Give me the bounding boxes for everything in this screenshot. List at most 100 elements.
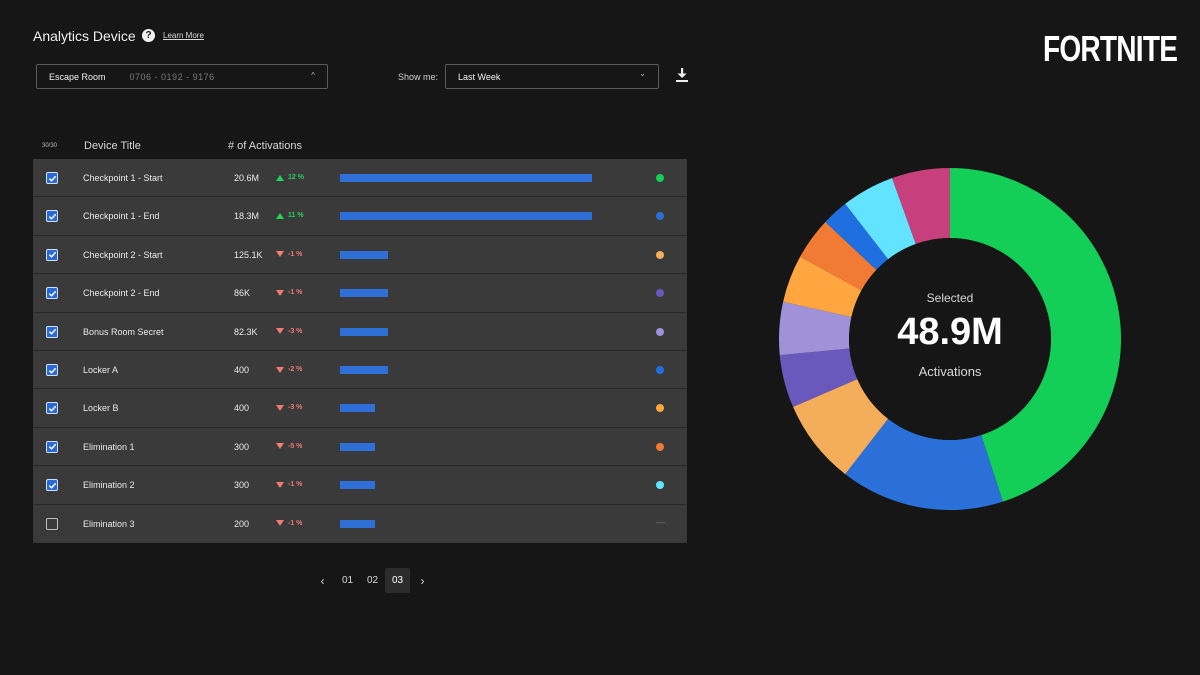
trend-indicator: 12 %: [276, 174, 304, 181]
row-checkbox[interactable]: [46, 172, 58, 184]
trend-down-icon: [276, 289, 284, 296]
check-icon: [48, 328, 56, 335]
check-icon: [48, 290, 56, 297]
table-row[interactable]: Checkpoint 2 - Start 125.1K -1 %: [33, 236, 687, 275]
activation-count: 400: [234, 365, 250, 375]
donut-slice[interactable]: [825, 203, 889, 270]
selected-count: 30/30: [42, 143, 58, 149]
learn-more-link[interactable]: Learn More: [163, 31, 204, 40]
row-checkbox[interactable]: [46, 517, 58, 530]
table-row[interactable]: Bonus Room Secret 82.3K -3 %: [33, 313, 687, 351]
row-checkbox[interactable]: [46, 479, 58, 492]
donut-slice[interactable]: [783, 256, 862, 317]
row-checkbox[interactable]: [46, 210, 58, 223]
time-range-value: Last Week: [458, 71, 501, 82]
fortnite-logo: FORTNITE: [1043, 28, 1178, 69]
column-header-device-title[interactable]: Device Title: [84, 140, 141, 152]
table-row[interactable]: Checkpoint 1 - Start 20.6M 12 %: [33, 159, 687, 198]
donut-slice[interactable]: [950, 168, 1121, 502]
donut-center-value: 48.9M: [897, 311, 1003, 353]
table-row[interactable]: Elimination 3 200 -1 % —: [33, 505, 687, 543]
activation-count: 300: [234, 441, 250, 452]
activations-donut-chart: [779, 168, 1121, 510]
activation-count: 18.3M: [234, 211, 260, 222]
donut-hole: [849, 238, 1051, 440]
trend-indicator: -2 %: [276, 366, 302, 373]
row-checkbox[interactable]: [46, 402, 58, 415]
activation-count: 300: [234, 480, 250, 491]
prev-page-button[interactable]: ‹: [320, 573, 325, 588]
trend-down-icon: [276, 328, 284, 335]
trend-percent: -5 %: [288, 442, 303, 450]
device-title: Locker A: [83, 365, 119, 375]
activation-count: 125.1K: [234, 249, 263, 260]
trend-percent: -3 %: [288, 327, 303, 335]
activation-bar: [340, 212, 592, 221]
page-03[interactable]: 03: [385, 568, 410, 593]
device-title: Bonus Room Secret: [83, 326, 164, 337]
device-title: Elimination 2: [83, 480, 135, 491]
check-icon: [48, 444, 56, 451]
row-checkbox[interactable]: [46, 364, 58, 376]
download-icon[interactable]: [675, 67, 689, 83]
check-icon: [48, 482, 56, 489]
trend-down-icon: [276, 366, 284, 373]
row-checkbox[interactable]: [46, 325, 58, 338]
devices-table: Checkpoint 1 - Start 20.6M 12 % Checkpoint …: [33, 159, 687, 543]
chevron-up-icon: ^: [311, 71, 315, 80]
time-range-select[interactable]: Last Week ⌄: [445, 64, 659, 89]
page-01[interactable]: 01: [341, 575, 354, 586]
trend-down-icon: [276, 520, 284, 527]
table-row[interactable]: Checkpoint 1 - End 18.3M 11 %: [33, 197, 687, 236]
series-color-dot: [656, 212, 664, 221]
trend-indicator: -1 %: [276, 289, 302, 296]
column-header-activations[interactable]: # of Activations: [228, 140, 302, 152]
trend-down-icon: [276, 443, 284, 450]
donut-slice[interactable]: [779, 348, 858, 407]
trend-up-icon: [276, 212, 284, 219]
device-title: Locker B: [83, 403, 119, 414]
trend-down-icon: [276, 251, 284, 258]
activation-bar: [340, 481, 376, 490]
trend-up-icon: [276, 174, 284, 181]
series-color-dot: [656, 366, 664, 374]
donut-slice[interactable]: [793, 379, 889, 475]
activation-bar: [340, 366, 388, 374]
page-title: Analytics Device: [33, 28, 136, 44]
activation-bar: [340, 519, 376, 528]
trend-indicator: 11 %: [276, 212, 304, 219]
donut-slice[interactable]: [845, 418, 1003, 510]
project-select[interactable]: Escape Room 0706 - 0192 - 9176 ^: [36, 64, 328, 89]
series-color-dot: [656, 481, 664, 490]
check-icon: [48, 405, 56, 412]
series-color-dot: [656, 174, 664, 182]
trend-percent: -1 %: [288, 250, 303, 258]
show-me-label: Show me:: [398, 72, 439, 82]
donut-slice[interactable]: [845, 178, 916, 260]
activation-bar: [340, 250, 388, 259]
page-02[interactable]: 02: [366, 575, 379, 586]
table-row[interactable]: Locker B 400 -3 %: [33, 389, 687, 428]
next-page-button[interactable]: ›: [420, 573, 425, 588]
donut-slice[interactable]: [800, 221, 877, 291]
activation-bar: [340, 174, 592, 182]
row-checkbox[interactable]: [46, 248, 58, 261]
table-row[interactable]: Checkpoint 2 - End 86K -1 %: [33, 274, 687, 313]
trend-percent: -2 %: [288, 366, 303, 373]
donut-slice[interactable]: [779, 301, 852, 356]
table-row[interactable]: Elimination 1 300 -5 %: [33, 428, 687, 467]
donut-slice[interactable]: [892, 168, 950, 244]
donut-center-label-top: Selected: [926, 291, 974, 305]
help-icon[interactable]: ?: [142, 29, 155, 42]
activation-count: 20.6M: [234, 173, 260, 183]
activation-count: 86K: [234, 288, 251, 299]
donut-center-label-bottom: Activations: [918, 364, 982, 379]
table-row[interactable]: Locker A 400 -2 %: [33, 351, 687, 390]
row-checkbox[interactable]: [46, 440, 58, 453]
table-row[interactable]: Elimination 2 300 -1 %: [33, 466, 687, 505]
row-checkbox[interactable]: [46, 287, 58, 300]
device-title: Checkpoint 2 - Start: [83, 249, 163, 260]
project-name: Escape Room: [49, 71, 106, 82]
trend-percent: -1 %: [288, 481, 303, 489]
series-color-dot: [656, 327, 664, 336]
